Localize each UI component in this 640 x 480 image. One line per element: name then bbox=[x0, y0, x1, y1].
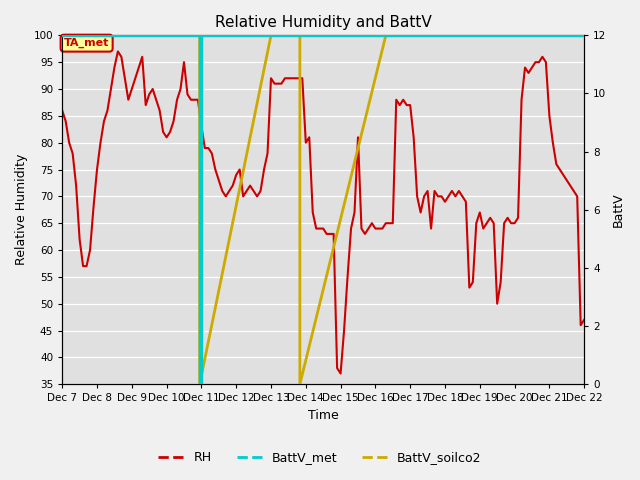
Title: Relative Humidity and BattV: Relative Humidity and BattV bbox=[215, 15, 431, 30]
Text: TA_met: TA_met bbox=[64, 38, 109, 48]
Legend: RH, BattV_met, BattV_soilco2: RH, BattV_met, BattV_soilco2 bbox=[154, 446, 486, 469]
Y-axis label: BattV: BattV bbox=[612, 192, 625, 227]
X-axis label: Time: Time bbox=[308, 409, 339, 422]
Y-axis label: Relative Humidity: Relative Humidity bbox=[15, 154, 28, 265]
